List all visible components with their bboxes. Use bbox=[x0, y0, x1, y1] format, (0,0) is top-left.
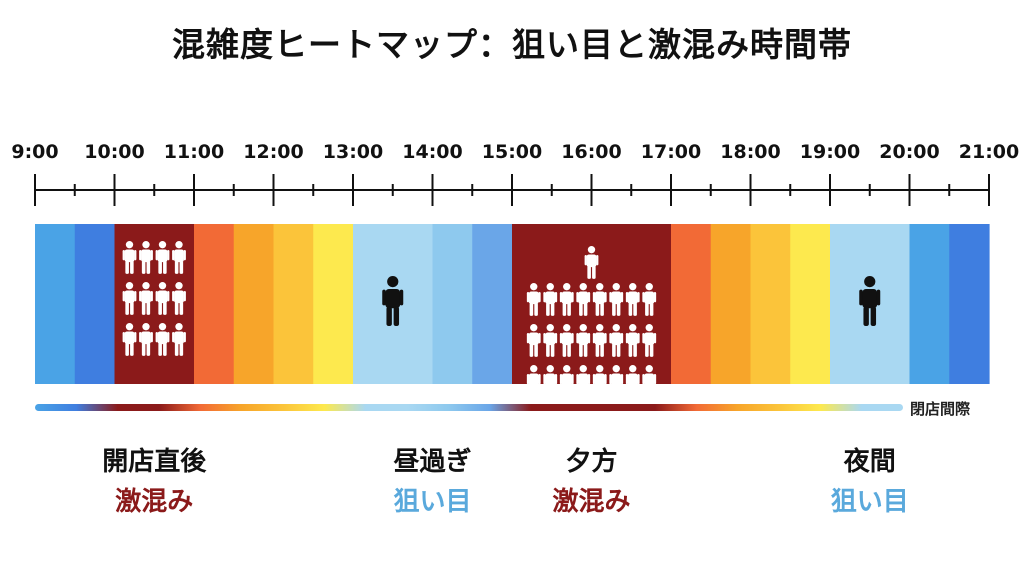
heatmap-cell bbox=[233, 224, 275, 384]
heatmap-cell bbox=[74, 224, 116, 384]
period-label: 昼過ぎ 狙い目 bbox=[333, 445, 533, 519]
period-name: 昼過ぎ bbox=[393, 447, 472, 477]
person-icon bbox=[625, 283, 640, 316]
period-name: 夜間 bbox=[843, 447, 896, 477]
timeline-bar bbox=[35, 404, 903, 411]
person-icon bbox=[609, 283, 624, 316]
person-icon bbox=[543, 365, 558, 398]
person-icon bbox=[625, 365, 640, 398]
person-icon bbox=[543, 283, 558, 316]
tick-label: 20:00 bbox=[879, 141, 939, 163]
person-icon bbox=[625, 324, 640, 357]
person-icon bbox=[859, 276, 881, 327]
heatmap-cell bbox=[671, 224, 712, 384]
tick-label: 11:00 bbox=[164, 141, 224, 163]
person-icon bbox=[155, 282, 170, 315]
person-icon bbox=[122, 282, 137, 315]
person-icon bbox=[382, 276, 404, 327]
crowd-icons bbox=[122, 241, 881, 398]
person-icon bbox=[609, 365, 624, 398]
tick-label: 17:00 bbox=[641, 141, 701, 163]
person-icon bbox=[172, 323, 186, 356]
person-icon bbox=[609, 324, 624, 357]
period-name: 開店直後 bbox=[102, 447, 207, 477]
heatmap-cell bbox=[750, 224, 791, 384]
heatmap-cell bbox=[472, 224, 513, 384]
person-icon bbox=[559, 283, 574, 316]
tick-label: 12:00 bbox=[243, 141, 303, 163]
period-label: 夕方 激混み bbox=[492, 445, 692, 519]
person-icon bbox=[592, 324, 607, 357]
person-icon bbox=[576, 324, 591, 357]
period-label: 夜間 狙い目 bbox=[770, 445, 970, 519]
heatmap-cell bbox=[710, 224, 752, 384]
person-icon bbox=[559, 324, 574, 357]
period-status: 狙い目 bbox=[830, 487, 909, 517]
tick-label: 13:00 bbox=[323, 141, 383, 163]
person-icon bbox=[576, 365, 591, 398]
time-axis: 9:00 10:00 11:00 12:00 13:00 14:00 15:00 16:00 1… bbox=[11, 141, 1019, 206]
heatmap-cell bbox=[909, 224, 950, 384]
tick-label: 14:00 bbox=[402, 141, 462, 163]
period-name: 夕方 bbox=[565, 447, 618, 477]
person-icon bbox=[122, 241, 137, 274]
person-icon bbox=[559, 365, 574, 398]
person-icon bbox=[526, 283, 541, 316]
period-label: 開店直後 激混み bbox=[54, 445, 254, 519]
heatmap-cell bbox=[949, 224, 990, 384]
tick-label: 19:00 bbox=[800, 141, 860, 163]
heatmap-cell bbox=[432, 224, 473, 384]
heatmap-cell bbox=[35, 224, 76, 384]
tick-label: 18:00 bbox=[720, 141, 780, 163]
person-icon bbox=[642, 324, 657, 357]
tick-label: 16:00 bbox=[561, 141, 621, 163]
tick-label: 10:00 bbox=[84, 141, 144, 163]
person-icon bbox=[543, 324, 558, 357]
person-icon bbox=[576, 283, 591, 316]
closing-time-label: 閉店間際 bbox=[910, 400, 971, 418]
person-icon bbox=[139, 241, 153, 274]
heatmap-cell bbox=[313, 224, 354, 384]
person-icon bbox=[155, 241, 170, 274]
heatmap-cell bbox=[273, 224, 314, 384]
tick-label: 21:00 bbox=[959, 141, 1019, 163]
person-icon bbox=[172, 241, 186, 274]
heatmap-cell bbox=[790, 224, 831, 384]
person-icon bbox=[155, 323, 170, 356]
person-icon bbox=[139, 323, 153, 356]
person-icon bbox=[526, 324, 541, 357]
person-icon bbox=[642, 283, 657, 316]
person-icon bbox=[122, 323, 137, 356]
person-icon bbox=[592, 365, 607, 398]
chart-title: 混雑度ヒートマップ：狙い目と激混み時間帯 bbox=[172, 25, 852, 64]
heatmap-cell bbox=[194, 224, 235, 384]
person-icon bbox=[642, 365, 657, 398]
timeline-gradient-bar bbox=[35, 404, 903, 411]
tick-label: 9:00 bbox=[11, 141, 58, 163]
tick-label: 15:00 bbox=[482, 141, 542, 163]
person-icon bbox=[592, 283, 607, 316]
period-status: 激混み bbox=[552, 487, 631, 517]
person-icon bbox=[139, 282, 153, 315]
person-icon bbox=[526, 365, 541, 398]
person-icon bbox=[584, 246, 599, 279]
period-status: 激混み bbox=[115, 487, 194, 517]
period-status: 狙い目 bbox=[393, 487, 472, 517]
person-icon bbox=[172, 282, 186, 315]
